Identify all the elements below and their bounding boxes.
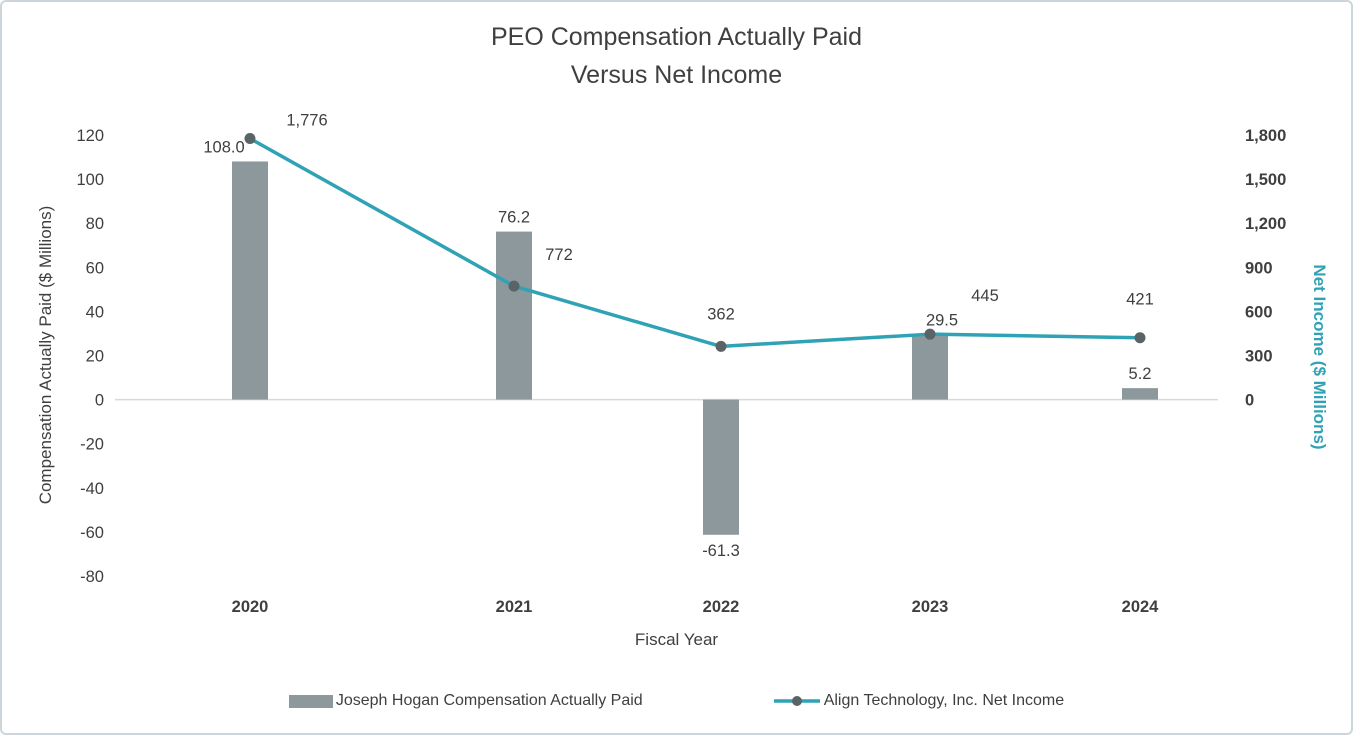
left-tick--20: -20 (80, 436, 104, 454)
right-tick-600: 600 (1245, 303, 1273, 321)
left-tick-40: 40 (86, 303, 104, 321)
right-axis-title: Net Income ($ Millions) (1310, 264, 1329, 450)
line-point-2021[interactable] (508, 280, 520, 292)
right-tick-1,200: 1,200 (1245, 215, 1286, 233)
left-tick-120: 120 (76, 127, 104, 145)
bar-label-2020: 108.0 (203, 138, 244, 156)
legend-item-bar[interactable]: Joseph Hogan Compensation Actually Paid (288, 692, 643, 710)
bar-label-2021: 76.2 (498, 209, 530, 227)
right-tick-1,800: 1,800 (1245, 127, 1286, 145)
x-tick-2023: 2023 (912, 598, 949, 616)
chart-title-line1: PEO Compensation Actually Paid (490, 23, 863, 51)
right-tick-1,500: 1,500 (1245, 171, 1286, 189)
right-tick-0: 0 (1245, 392, 1254, 410)
line-point-2024[interactable] (1134, 332, 1146, 344)
line-label-2023: 445 (971, 287, 999, 305)
line-point-2023[interactable] (924, 328, 936, 340)
x-axis-title: Fiscal Year (634, 630, 719, 649)
left-tick--80: -80 (80, 568, 104, 586)
left-tick-20: 20 (86, 348, 104, 366)
bar-2020[interactable] (232, 161, 268, 400)
bar-2024[interactable] (1122, 388, 1158, 400)
line-label-2021: 772 (545, 246, 573, 264)
chart-title-line2: Versus Net Income (570, 61, 783, 89)
left-tick-60: 60 (86, 259, 104, 277)
bar-2023[interactable] (912, 334, 948, 400)
right-tick-900: 900 (1245, 259, 1273, 277)
bar-2022[interactable] (703, 399, 739, 535)
bar-2021[interactable] (496, 231, 532, 400)
x-tick-2022: 2022 (703, 598, 740, 616)
line-label-2020: 1,776 (286, 112, 327, 130)
line-marker-icon (773, 696, 820, 706)
x-tick-2021: 2021 (496, 598, 533, 616)
left-tick--40: -40 (80, 480, 104, 498)
x-tick-2024: 2024 (1122, 598, 1160, 616)
net-income-line[interactable] (248, 136, 1142, 349)
chart-title: PEO Compensation Actually Paid Versus Ne… (2, 18, 1351, 94)
legend-item-line[interactable]: Align Technology, Inc. Net Income (773, 692, 1064, 710)
left-tick-0: 0 (95, 392, 104, 410)
line-label-2022: 362 (707, 305, 735, 323)
legend-line-label: Align Technology, Inc. Net Income (823, 692, 1065, 709)
bar-label-2024: 5.2 (1129, 365, 1152, 383)
legend-bar-label: Joseph Hogan Compensation Actually Paid (335, 692, 643, 709)
line-point-2022[interactable] (715, 340, 727, 352)
left-axis-title: Compensation Actually Paid ($ Millions) (36, 205, 55, 505)
line-label-2024: 421 (1126, 291, 1154, 309)
bar-swatch-icon (288, 694, 333, 708)
left-tick-80: 80 (86, 215, 104, 233)
bar-label-2022: -61.3 (702, 542, 740, 560)
legend: Joseph Hogan Compensation Actually Paid … (2, 692, 1351, 710)
bar-label-2023: 29.5 (926, 312, 958, 330)
line-point-2020[interactable] (244, 133, 256, 145)
left-tick-100: 100 (76, 171, 104, 189)
x-tick-2020: 2020 (232, 598, 269, 616)
left-tick--60: -60 (80, 524, 104, 542)
right-tick-300: 300 (1245, 348, 1273, 366)
